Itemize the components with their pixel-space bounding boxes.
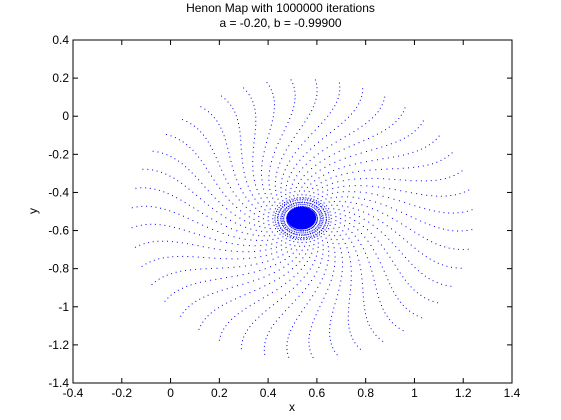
x-tick-label: 1.2 [455,386,472,400]
scatter-points [131,79,473,359]
y-tick-label: 0.4 [52,33,69,47]
x-tick-label: 1 [411,386,418,400]
x-tick-label: 0.6 [309,386,326,400]
y-tick-label: -1.4 [48,376,69,390]
x-tick-label: 0.4 [260,386,277,400]
y-axis-label: y [26,208,40,214]
chart-title: Henon Map with 1000000 iterations [186,1,375,15]
y-tick-label: -0.4 [48,185,69,199]
y-tick-label: -0.2 [48,147,69,161]
x-axis-ticks: -0.4 -0.2 0 0.2 0.4 0.6 0.8 1 1.2 1.4 [63,40,521,400]
y-tick-label: -0.6 [48,224,69,238]
x-axis-label: x [289,400,295,414]
y-axis-ticks: 0.4 0.2 0 -0.2 -0.4 -0.6 -0.8 -1 -1.2 -1.4 [48,33,512,390]
x-tick-label: 0 [167,386,174,400]
x-tick-label: 1.4 [504,386,521,400]
y-tick-label: 0.2 [52,71,69,85]
dense-core-cluster [286,206,317,230]
plot-frame [72,39,513,384]
chart-subtitle: a = -0.20, b = -0.99900 [219,16,342,30]
y-tick-label: 0 [62,109,69,123]
x-tick-label: -0.4 [63,386,84,400]
x-tick-label: 0.8 [357,386,374,400]
x-tick-label: -0.2 [111,386,132,400]
x-tick-label: 0.2 [211,386,228,400]
y-tick-label: -0.8 [48,262,69,276]
y-tick-label: -1.2 [48,338,69,352]
y-tick-label: -1 [58,300,69,314]
